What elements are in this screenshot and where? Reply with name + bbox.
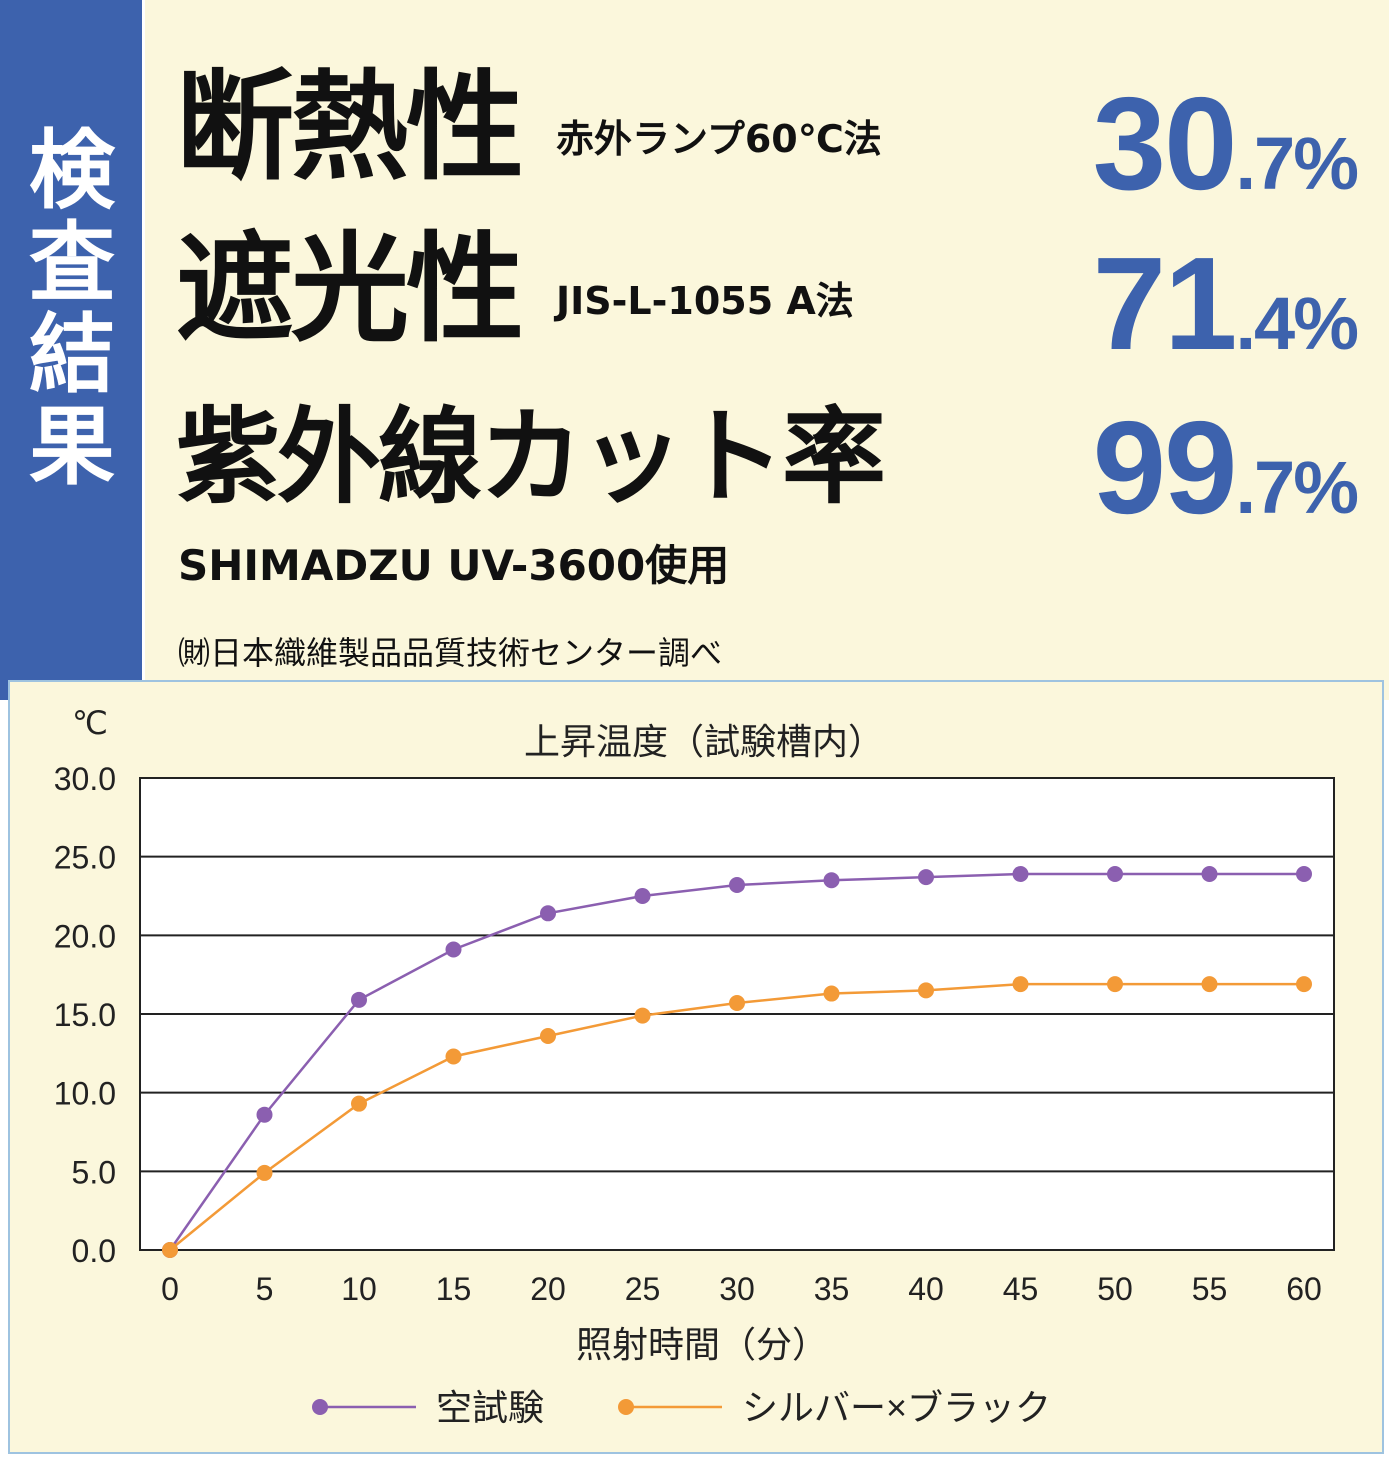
temperature-chart: ℃ 上昇温度（試験槽内） 0.05.010.015.020.025.030.0 … (54, 705, 1335, 1428)
data-point-series-1 (634, 1007, 651, 1024)
data-point-series-0 (823, 872, 840, 889)
data-point-series-0 (1107, 865, 1123, 882)
data-point-series-1 (351, 1095, 367, 1112)
y-tick-label: 10.0 (54, 1076, 116, 1112)
result-percent-int: 71 (1092, 230, 1238, 377)
result-label: 紫外線カット率 (176, 396, 886, 518)
data-point-series-1 (1012, 976, 1029, 993)
legend-marker (618, 1399, 634, 1415)
side-char: 査 (29, 213, 115, 313)
y-unit-label: ℃ (72, 705, 108, 741)
result-method: 赤外ランプ60℃法 (556, 117, 882, 161)
data-point-series-0 (351, 991, 367, 1008)
result-percent-dec: .7% (1235, 122, 1359, 205)
result-percent: 71.4% (1092, 228, 1359, 379)
side-banner-title: 検 査 結 果 (22, 125, 122, 525)
y-tick-label: 5.0 (72, 1154, 116, 1190)
side-char: 結 (29, 305, 115, 405)
data-point-series-1 (1201, 976, 1218, 993)
x-tick-label: 40 (908, 1271, 944, 1307)
data-point-series-1 (1296, 976, 1312, 993)
chart-title: 上昇温度（試験槽内） (524, 721, 884, 762)
data-point-series-0 (918, 869, 934, 886)
side-char: 果 (29, 397, 115, 497)
side-banner: 検 査 結 果 (0, 0, 145, 700)
data-point-series-1 (823, 985, 840, 1002)
source-note: ㈶日本織維製品品質技術センター調べ (178, 634, 723, 672)
x-tick-label: 30 (719, 1271, 755, 1307)
results-panel: 検 査 結 果 断熱性 赤外ランプ60℃法 30.7% 遮光性 JIS-L-10… (0, 0, 1389, 700)
result-label: 遮光性 (176, 220, 524, 358)
data-point-series-0 (1201, 865, 1218, 882)
data-point-series-0 (256, 1106, 273, 1123)
x-tick-label: 35 (814, 1271, 850, 1307)
chart-panel: ℃ 上昇温度（試験槽内） 0.0 5.0 10.0 15.0 20.0 25.0 30.0 … (8, 680, 1384, 1454)
y-tick-label: 0.0 (72, 1233, 116, 1269)
legend-label: 空試験 (436, 1387, 544, 1428)
result-percent: 30.7% (1092, 68, 1359, 219)
x-tick-label: 25 (625, 1271, 661, 1307)
x-tick-label: 45 (1003, 1271, 1039, 1307)
y-tick-label: 20.0 (54, 918, 116, 954)
data-point-series-1 (540, 1028, 556, 1045)
data-point-series-1 (1107, 976, 1123, 993)
data-point-series-0 (1012, 865, 1029, 882)
result-percent-int: 30 (1092, 70, 1238, 217)
y-tick-label: 30.0 (54, 761, 116, 797)
y-tick-label: 25.0 (54, 840, 116, 876)
legend-label: シルバー×ブラック (742, 1387, 1051, 1428)
result-percent-dec: .4% (1235, 282, 1359, 365)
x-tick-label: 60 (1286, 1271, 1322, 1307)
x-tick-label: 0 (161, 1271, 179, 1307)
x-tick-label: 15 (436, 1271, 472, 1307)
x-tick-label: 10 (341, 1271, 377, 1307)
result-label: 断熱性 (176, 58, 524, 196)
data-point-series-1 (918, 982, 934, 999)
result-percent-int: 99 (1092, 394, 1238, 541)
data-point-series-0 (1296, 865, 1312, 882)
instrument-note: SHIMADZU UV-3600使用 (178, 541, 730, 590)
data-point-series-1 (445, 1048, 462, 1065)
x-tick-label: 5 (256, 1271, 274, 1307)
data-point-series-0 (729, 876, 745, 893)
data-point-series-1 (729, 994, 745, 1011)
result-method: JIS-L-1055 A法 (556, 279, 854, 323)
data-point-series-1 (256, 1164, 273, 1181)
side-char: 検 (29, 121, 115, 221)
data-point-series-1 (162, 1242, 178, 1258)
x-tick-label: 20 (530, 1271, 566, 1307)
x-axis-label: 照射時間（分） (576, 1324, 828, 1365)
x-tick-label: 50 (1097, 1271, 1133, 1307)
data-point-series-0 (445, 941, 462, 958)
data-point-series-0 (540, 905, 556, 922)
result-percent-dec: .7% (1235, 446, 1359, 529)
y-tick-label: 15.0 (54, 997, 116, 1033)
data-point-series-0 (634, 888, 651, 904)
result-percent: 99.7% (1092, 392, 1359, 543)
x-tick-label: 55 (1192, 1271, 1228, 1307)
legend-marker (312, 1399, 328, 1415)
